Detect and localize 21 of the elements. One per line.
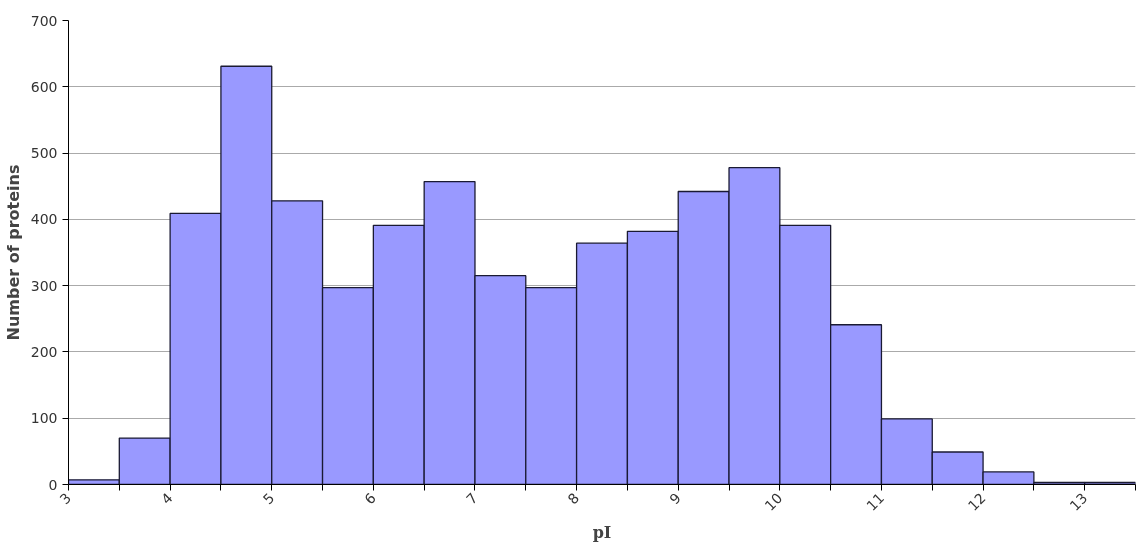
x-axis-title: pI xyxy=(592,523,612,543)
x-tick-label: 4 xyxy=(158,489,176,508)
x-tick-label: 5 xyxy=(259,489,278,508)
x-tick-label: 9 xyxy=(666,489,684,508)
y-tick-label: 300 xyxy=(30,277,58,294)
y-tick-label: 500 xyxy=(30,145,58,162)
y-tick-label: 400 xyxy=(30,211,58,228)
y-tick-label: 200 xyxy=(30,343,58,360)
x-tick-label: 13 xyxy=(1066,489,1091,514)
y-tick-label: 600 xyxy=(30,78,58,95)
y-axis-title: Number of proteins xyxy=(3,164,23,341)
x-tick-label: 12 xyxy=(964,489,989,514)
x-tick-label: 10 xyxy=(761,489,786,514)
x-tick-label: 7 xyxy=(463,489,481,508)
x-tick-label: 3 xyxy=(56,489,75,508)
x-tick-label: 11 xyxy=(863,489,888,514)
x-tick-label: 8 xyxy=(564,489,583,508)
y-tick-label: 0 xyxy=(48,476,58,493)
y-tick-label: 700 xyxy=(30,12,58,29)
x-tick-label: 6 xyxy=(361,489,380,508)
y-tick-label: 100 xyxy=(30,410,58,427)
